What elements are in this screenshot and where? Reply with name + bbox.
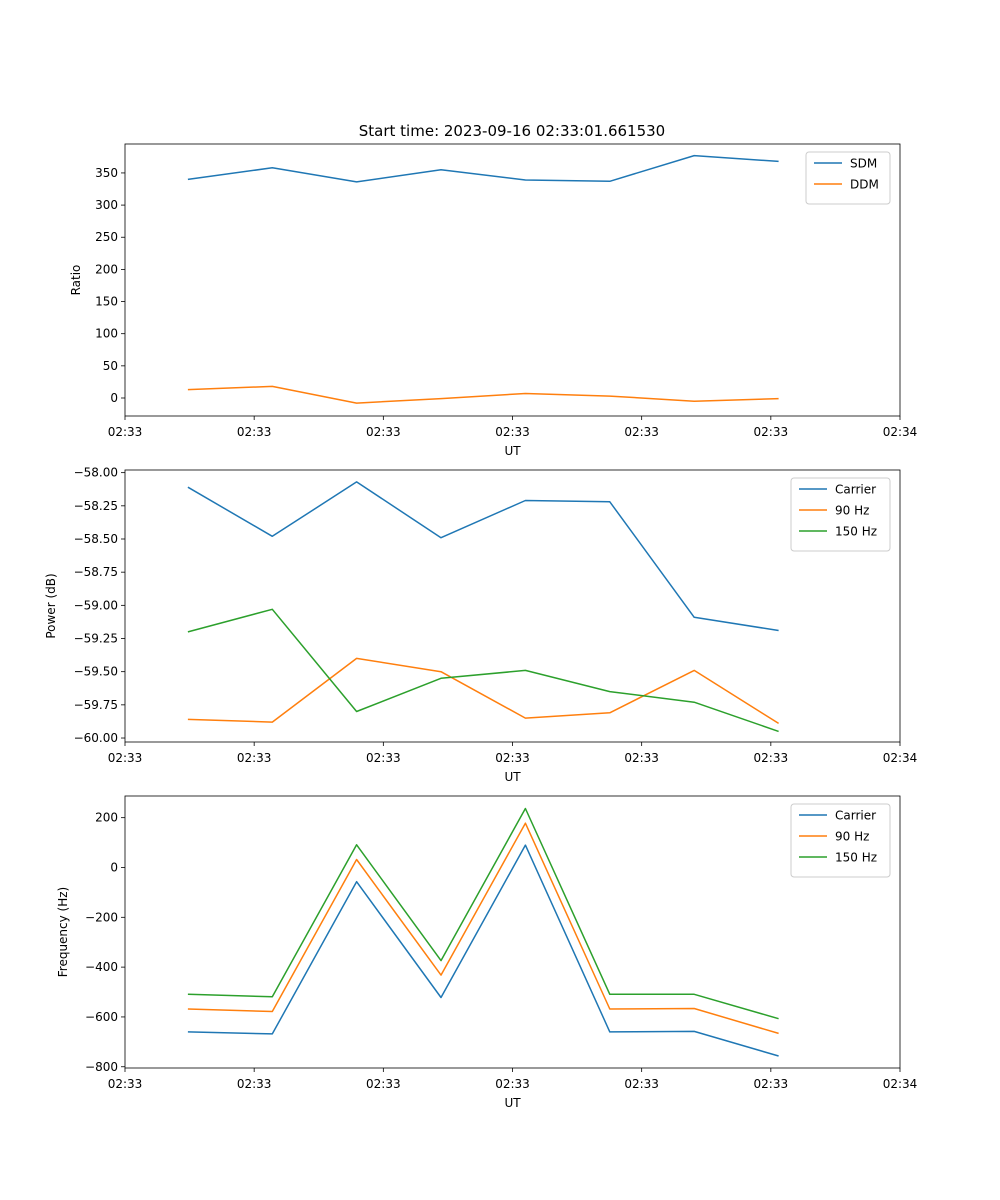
x-tick-label: 02:33: [495, 425, 530, 439]
ratio-panel: 02:33 02:33 02:33 02:33 02:33 02:33 02:34 0 50 10…: [69, 143, 918, 458]
legend-label-carrier: Carrier: [835, 483, 876, 497]
y-tick-label: −58.75: [74, 565, 118, 579]
y-tick-label: −400: [85, 960, 118, 974]
y-tick-label: −59.25: [74, 632, 118, 646]
x-tick-label: 02:33: [366, 751, 401, 765]
y-tick-label: 0: [110, 391, 118, 405]
y-tick-label: −59.75: [74, 698, 118, 712]
legend-label-carrier: Carrier: [835, 809, 876, 823]
x-tick-label: 02:34: [883, 751, 918, 765]
y-tick-label: −59.00: [74, 598, 118, 612]
x-axis-label: UT: [504, 444, 521, 458]
x-axis-label: UT: [504, 770, 521, 784]
x-tick-label: 02:33: [624, 751, 659, 765]
series-line-sdm: [187, 154, 779, 183]
legend-label-150-hz: 150 Hz: [835, 851, 877, 865]
legend-label-ddm: DDM: [850, 178, 879, 192]
x-tick-label: 02:33: [366, 425, 401, 439]
y-tick-label: −58.25: [74, 499, 118, 513]
y-tick-label: 250: [95, 230, 118, 244]
legend-label-150-hz: 150 Hz: [835, 525, 877, 539]
legend-label-90-hz: 90 Hz: [835, 830, 869, 844]
series-line-carrier: [187, 481, 779, 632]
series-line-150-hz: [187, 807, 779, 1020]
x-tick-label: 02:33: [366, 1077, 401, 1091]
legend-label-sdm: SDM: [850, 157, 877, 171]
y-tick-label: 150: [95, 295, 118, 309]
series-line-90-hz: [187, 822, 779, 1035]
legend: Carrier 90 Hz 150 Hz: [790, 803, 891, 878]
x-axis-label: UT: [504, 1096, 521, 1110]
y-tick-label: 200: [95, 811, 118, 825]
y-axis-label: Ratio: [69, 265, 83, 296]
x-tick-label: 02:33: [495, 1077, 530, 1091]
frequency-panel: 02:33 02:33 02:33 02:33 02:33 02:33 02:34 −800 −…: [56, 795, 918, 1110]
y-tick-label: −58.50: [74, 532, 118, 546]
x-tick-label: 02:34: [883, 1077, 918, 1091]
y-tick-label: −200: [85, 910, 118, 924]
y-tick-label: −800: [85, 1060, 118, 1074]
x-tick-label: 02:33: [237, 425, 272, 439]
y-axis-label: Frequency (Hz): [56, 887, 70, 978]
power-panel: 02:33 02:33 02:33 02:33 02:33 02:33 02:34 −58.0…: [44, 466, 917, 784]
legend: Carrier 90 Hz 150 Hz: [790, 477, 891, 552]
x-tick-label: 02:33: [108, 1077, 143, 1091]
x-tick-label: 02:33: [754, 751, 789, 765]
x-tick-label: 02:33: [495, 751, 530, 765]
y-tick-label: 50: [103, 359, 118, 373]
y-axis-label: Power (dB): [44, 573, 58, 638]
y-tick-label: −60.00: [74, 731, 118, 745]
series-line-90-hz: [187, 657, 779, 725]
figure-title: Start time: 2023-09-16 02:33:01.661530: [359, 122, 665, 140]
legend-box: [790, 803, 891, 878]
y-tick-label: −59.50: [74, 665, 118, 679]
legend-box: [805, 151, 891, 205]
y-tick-label: 300: [95, 198, 118, 212]
legend: SDM DDM: [805, 151, 891, 205]
series-line-carrier: [187, 844, 779, 1057]
y-tick-label: 0: [110, 860, 118, 874]
x-tick-label: 02:34: [883, 425, 918, 439]
x-tick-label: 02:33: [237, 1077, 272, 1091]
y-tick-label: 100: [95, 327, 118, 341]
x-tick-label: 02:33: [237, 751, 272, 765]
y-tick-label: 350: [95, 166, 118, 180]
x-tick-label: 02:33: [754, 1077, 789, 1091]
x-tick-label: 02:33: [624, 1077, 659, 1091]
x-tick-label: 02:33: [108, 751, 143, 765]
series-line-ddm: [187, 385, 779, 404]
legend-box: [790, 477, 891, 552]
y-tick-label: −58.00: [74, 466, 118, 480]
x-tick-label: 02:33: [624, 425, 659, 439]
y-tick-label: −600: [85, 1010, 118, 1024]
legend-label-90-hz: 90 Hz: [835, 504, 869, 518]
series-line-150-hz: [187, 608, 779, 733]
y-tick-label: 200: [95, 262, 118, 276]
x-tick-label: 02:33: [108, 425, 143, 439]
x-tick-label: 02:33: [754, 425, 789, 439]
